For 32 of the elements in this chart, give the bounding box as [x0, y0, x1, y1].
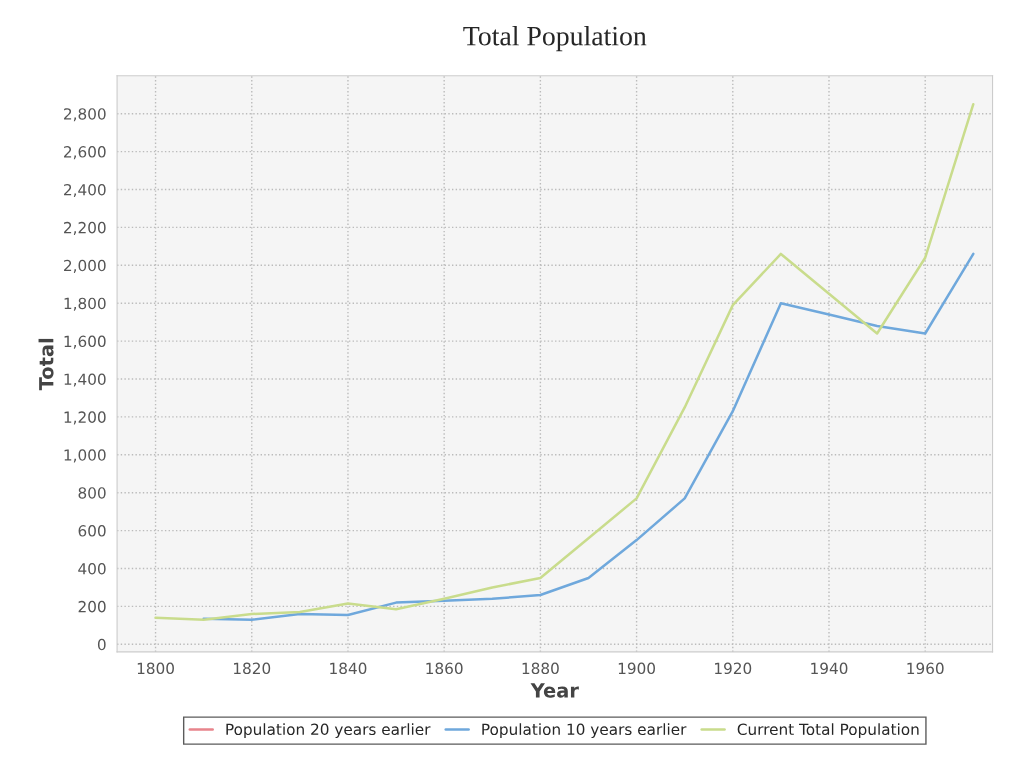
y-tick-label: 1,200 — [64, 411, 106, 425]
y-tick-label: 600 — [78, 525, 106, 537]
legend-label: Population 10 years earlier — [482, 723, 687, 739]
chart-title: Total Population — [463, 25, 647, 52]
x-tick-label: 1920 — [715, 662, 752, 675]
x-tick-label: 1840 — [330, 662, 367, 675]
x-tick-label: 1940 — [811, 662, 848, 675]
line-series — [202, 252, 975, 621]
x-tick-label: 1900 — [618, 662, 656, 675]
y-tick-label: 2,600 — [64, 146, 106, 160]
legend-label: Population 20 years earlier — [226, 723, 431, 739]
y-tick-label: 2,400 — [64, 183, 106, 198]
legend-label: Current Total Population — [737, 723, 919, 739]
x-tick-label: 1880 — [522, 662, 559, 675]
y-tick-label: 2,800 — [64, 108, 106, 122]
y-tick-label: 2,000 — [64, 259, 106, 273]
x-tick-label: 1860 — [426, 662, 463, 675]
x-tick-label: 1800 — [137, 662, 174, 675]
y-tick-label: 1,000 — [64, 449, 106, 463]
y-tick-label: 1,400 — [64, 373, 106, 387]
y-axis-title: Total — [38, 338, 54, 391]
y-tick-label: 800 — [78, 487, 106, 499]
y-tick-label: 400 — [78, 562, 106, 575]
x-axis-title: Year — [530, 683, 579, 698]
y-tick-label: 1,800 — [64, 297, 106, 311]
x-tick-label: 1820 — [234, 662, 271, 675]
y-tick-label: 0 — [97, 638, 106, 651]
line-series — [154, 102, 975, 621]
y-tick-label: 200 — [78, 600, 106, 613]
x-tick-label: 1960 — [907, 662, 944, 675]
y-tick-label: 1,600 — [64, 335, 106, 349]
y-tick-label: 2,200 — [64, 221, 106, 235]
